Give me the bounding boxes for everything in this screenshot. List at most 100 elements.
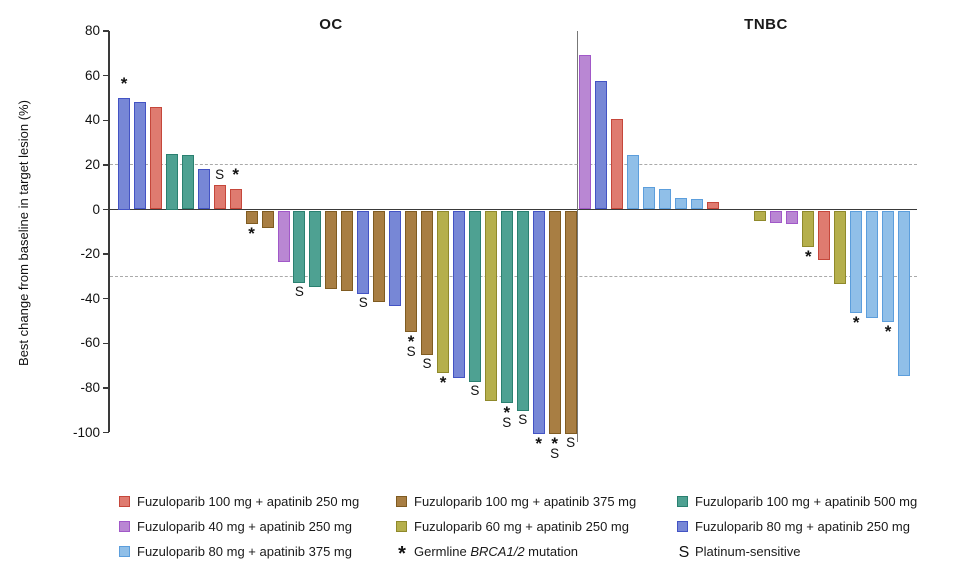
y-tick-label: 40 [84, 112, 100, 128]
platinum-sensitive-mark: S [406, 344, 416, 360]
bar [674, 198, 687, 210]
legend-label: Platinum-sensitive [695, 544, 801, 560]
panel-title-oc: OC [319, 16, 343, 33]
y-tick-mark [102, 387, 109, 389]
bar [309, 210, 322, 288]
bar [516, 210, 529, 412]
legend-swatch [677, 521, 688, 532]
platinum-sensitive-mark: S [294, 283, 304, 299]
bar [325, 210, 338, 289]
brca-mark: * [884, 322, 892, 341]
legend-label: Fuzuloparib 80 mg + apatinib 250 mg [695, 519, 910, 534]
legend-label-italic-part: BRCA1/2 [470, 544, 525, 559]
bar [548, 210, 561, 434]
y-tick-mark [102, 30, 109, 32]
panel-title-tnbc: TNBC [744, 16, 788, 33]
bar [341, 210, 354, 291]
bar [293, 210, 306, 283]
bar [181, 154, 194, 210]
y-tick-mark [102, 208, 109, 211]
y-tick-label: -20 [80, 246, 100, 262]
brca-mark: * [503, 403, 511, 423]
platinum-sensitive-mark: S [502, 415, 512, 431]
y-tick-mark [102, 253, 109, 255]
bar [754, 210, 767, 221]
x-axis-zero-line [109, 208, 917, 211]
reference-line [110, 275, 917, 277]
y-tick-mark [102, 119, 109, 122]
legend-label: Fuzuloparib 100 mg + apatinib 375 mg [414, 494, 637, 509]
y-tick-label: 20 [84, 156, 100, 172]
bar [484, 210, 497, 402]
bar [642, 187, 655, 210]
platinum-sensitive-symbol: S [678, 544, 690, 561]
bar [452, 210, 465, 378]
bar [149, 106, 162, 210]
y-axis-title: Best change from baseline in target lesi… [16, 100, 31, 366]
bar [118, 98, 130, 210]
legend-label: Fuzuloparib 80 mg + apatinib 375 mg [137, 544, 352, 559]
platinum-sensitive-mark: S [358, 295, 368, 311]
legend-label: Fuzuloparib 100 mg + apatinib 500 mg [695, 494, 918, 509]
brca-mark: * [232, 165, 239, 185]
brca-mark: * [535, 433, 542, 453]
panel-divider-line [577, 31, 579, 442]
bar [706, 201, 719, 210]
bar [405, 210, 418, 333]
bar [437, 210, 449, 374]
bar [165, 153, 178, 210]
bar [802, 210, 815, 248]
legend: Fuzuloparib 100 mg + apatinib 250 mg Fuzu… [0, 487, 976, 571]
bar [882, 210, 895, 322]
bar [690, 199, 703, 210]
y-tick-label: -80 [80, 379, 100, 395]
bar [357, 210, 370, 295]
legend-label: Fuzuloparib 40 mg + apatinib 250 mg [137, 519, 352, 534]
legend-swatch [119, 546, 130, 557]
legend-swatch [119, 496, 130, 507]
legend-swatch [677, 496, 688, 507]
bar [610, 119, 623, 210]
platinum-sensitive-mark: S [550, 445, 560, 461]
platinum-sensitive-mark: S [215, 166, 225, 182]
bar [389, 210, 402, 307]
bar [133, 102, 146, 210]
brca-mark: * [852, 313, 860, 333]
platinum-sensitive-mark: S [518, 412, 528, 428]
bar [468, 210, 481, 383]
platinum-sensitive-mark: S [470, 383, 480, 399]
brca-mark: * [551, 433, 558, 453]
y-tick-mark [102, 74, 109, 77]
bar [261, 210, 274, 229]
brca-mark: * [248, 223, 255, 243]
legend-swatch [119, 521, 130, 532]
brca-mark: * [804, 247, 812, 267]
legend-label: Fuzuloparib 60 mg + apatinib 250 mg [414, 519, 629, 534]
bar [786, 210, 799, 224]
bar [500, 210, 513, 404]
bar [866, 210, 879, 318]
bar [594, 81, 607, 210]
legend-swatch [396, 496, 407, 507]
legend-label-part: Platinum-sensitive [695, 544, 801, 559]
bar [229, 189, 242, 210]
bar [213, 184, 226, 210]
bar [373, 210, 386, 302]
y-tick-label: -60 [80, 335, 100, 351]
bar [532, 210, 545, 434]
bar [421, 210, 434, 356]
y-tick-label: 60 [84, 67, 100, 83]
y-tick-mark [102, 164, 109, 166]
y-tick-label: 0 [92, 201, 100, 217]
y-tick-label: 80 [84, 23, 100, 39]
y-tick-mark [102, 431, 109, 434]
y-tick-mark [102, 342, 109, 345]
bar [850, 210, 863, 314]
y-axis-line [108, 31, 110, 432]
legend-label-part: mutation [524, 544, 579, 559]
bar [245, 210, 258, 224]
brca-mutation-symbol: * [398, 543, 406, 565]
brca-mark: * [439, 373, 447, 393]
platinum-sensitive-mark: S [422, 356, 432, 372]
